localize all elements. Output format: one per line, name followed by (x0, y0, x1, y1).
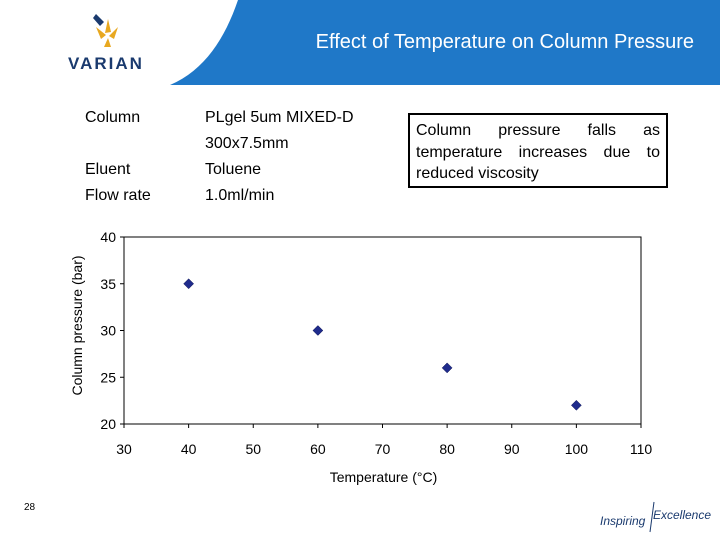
x-tick-label: 60 (310, 441, 326, 457)
x-tick-label: 90 (504, 441, 520, 457)
x-tick-label: 50 (245, 441, 261, 457)
tagline-inspiring: Inspiring (600, 514, 646, 528)
x-tick-label: 100 (565, 441, 589, 457)
x-tick-label: 30 (116, 441, 132, 457)
x-tick-label: 40 (181, 441, 197, 457)
condition-value-column-line2: 300x7.5mm (205, 135, 289, 152)
x-tick-label: 80 (439, 441, 455, 457)
varian-logo-icon (93, 14, 118, 47)
data-point (312, 325, 324, 336)
brand-wordmark: VARIAN (68, 54, 144, 73)
tagline-excellence: Excellence (653, 508, 711, 522)
inspiring-excellence-tagline: Inspiring Excellence (600, 501, 711, 533)
x-tick-label: 70 (375, 441, 391, 457)
x-tick-label: 110 (630, 441, 653, 457)
page-number: 28 (24, 502, 36, 513)
slide-title: Effect of Temperature on Column Pressure (315, 31, 694, 53)
plot-area (123, 236, 642, 425)
x-axis-title: Temperature (°C) (330, 469, 438, 485)
condition-label-column: Column (85, 109, 141, 126)
callout-box: Column pressure falls as temperature inc… (408, 113, 668, 188)
y-tick-label: 35 (100, 276, 116, 292)
logo-panel (0, 0, 238, 85)
header-graphic: VARIAN (0, 0, 238, 85)
y-tick-label: 40 (100, 229, 116, 245)
condition-label-eluent: Eluent (85, 161, 131, 178)
header-banner: VARIAN Effect of Temperature on Column P… (0, 0, 720, 85)
data-point (183, 278, 194, 290)
y-tick-label: 30 (100, 323, 116, 339)
condition-value-column-line1: PLgel 5um MIXED-D (205, 109, 354, 126)
data-point (571, 399, 582, 411)
tagline-divider (649, 501, 655, 533)
condition-value-flow-rate: 1.0ml/min (205, 187, 275, 204)
y-axis-title: Column pressure (bar) (69, 255, 85, 395)
condition-value-eluent: Toluene (205, 161, 262, 178)
y-tick-label: 20 (100, 416, 116, 432)
y-tick-label: 25 (100, 369, 116, 385)
data-point (441, 362, 453, 374)
condition-label-flow-rate: Flow rate (85, 187, 151, 204)
